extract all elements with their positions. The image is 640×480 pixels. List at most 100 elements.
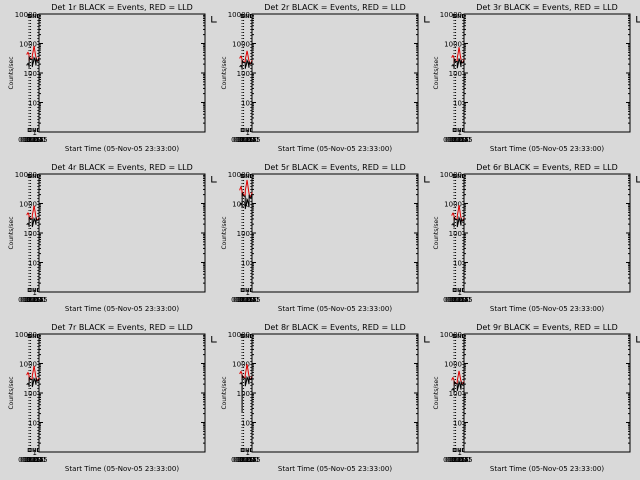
event-series-line (239, 192, 253, 210)
x-tick-label: 23:45 (240, 456, 260, 464)
x-tick-label: 00:30 (235, 456, 255, 464)
y-tick-label: 100 (237, 390, 250, 398)
x-tick-label: 00:15 (237, 296, 257, 304)
x-tick-label: 23:45 (452, 136, 472, 144)
y-tick-label: 10 (453, 420, 462, 428)
plot-frame (38, 333, 206, 453)
chart-title: Det 9r BLACK = Events, RED = LLD (476, 323, 618, 332)
x-tick-label: 00:00 (26, 296, 46, 304)
x-tick-label: 00:45 (233, 136, 253, 144)
y-tick-label: 100 (449, 70, 462, 78)
x-tick-label: 00:45 (233, 296, 253, 304)
y-tick-label: 10000 (15, 331, 37, 339)
event-series-line (451, 215, 465, 228)
y-tick-label: 10000 (228, 331, 250, 339)
x-tick-label: 00:30 (22, 136, 42, 144)
x-tick-label: 01:00 (18, 296, 38, 304)
y-tick-label: 10 (241, 260, 250, 268)
y-tick-label: 100 (24, 70, 37, 78)
event-series-line (451, 57, 465, 69)
x-tick-label: 00:45 (445, 136, 465, 144)
x-tick-label: 00:45 (445, 456, 465, 464)
x-tick-label: 01:00 (443, 296, 463, 304)
x-tick-label: 01:00 (231, 136, 251, 144)
x-axis-label: Start Time (05-Nov-05 23:33:00) (490, 305, 604, 313)
x-axis-label: Start Time (05-Nov-05 23:33:00) (490, 145, 604, 153)
y-tick-label: 10000 (15, 11, 37, 19)
chart-title: Det 5r BLACK = Events, RED = LLD (264, 163, 406, 172)
x-tick-label: 00:15 (449, 456, 469, 464)
x-tick-label: 01:00 (231, 296, 251, 304)
x-tick-label: 23:45 (240, 136, 260, 144)
plot-frame (463, 13, 631, 133)
corner-mark (424, 176, 430, 183)
corner-mark (636, 16, 640, 23)
lld-series-line (239, 50, 253, 65)
chart-panel: Det 4r BLACK = Events, RED = LLD 1 10 100 10… (8, 163, 217, 313)
y-tick-label: 100 (24, 390, 37, 398)
x-tick-label: 23:45 (452, 296, 472, 304)
event-series-line (239, 373, 253, 413)
y-tick-label: 10 (28, 100, 37, 108)
chart-title: Det 1r BLACK = Events, RED = LLD (51, 3, 193, 12)
event-series-line (26, 55, 40, 68)
event-series-line (26, 216, 40, 228)
y-tick-label: 1 (458, 129, 462, 137)
x-tick-label: 01:00 (231, 456, 251, 464)
y-tick-label: 1000 (19, 201, 37, 209)
y-tick-label: 10000 (228, 11, 250, 19)
corner-mark (211, 176, 217, 183)
y-tick-label: 100 (237, 70, 250, 78)
plot-frame (463, 333, 631, 453)
chart-panel: Det 2r BLACK = Events, RED = LLD 1 10 100 10… (221, 3, 430, 153)
chart-title: Det 8r BLACK = Events, RED = LLD (264, 323, 406, 332)
y-tick-label: 10 (28, 260, 37, 268)
x-tick-label: 00:15 (237, 456, 257, 464)
x-tick-label: 00:15 (237, 136, 257, 144)
y-tick-label: 100 (449, 390, 462, 398)
event-series-line (26, 376, 40, 388)
x-tick-label: 00:45 (233, 456, 253, 464)
y-axis-label: Counts/sec (221, 56, 228, 89)
y-tick-label: 1000 (444, 41, 462, 49)
x-tick-label: 01:00 (18, 136, 38, 144)
y-tick-label: 1 (246, 129, 250, 137)
plot-frame (38, 13, 206, 133)
y-tick-label: 10000 (440, 171, 462, 179)
y-tick-label: 1 (246, 449, 250, 457)
x-tick-label: 00:00 (451, 136, 471, 144)
x-tick-label: 00:00 (451, 456, 471, 464)
x-axis-label: Start Time (05-Nov-05 23:33:00) (278, 145, 392, 153)
x-tick-label: 00:30 (447, 296, 467, 304)
x-tick-label: 23:45 (27, 456, 47, 464)
y-tick-label: 10 (241, 100, 250, 108)
chart-title: Det 2r BLACK = Events, RED = LLD (264, 3, 406, 12)
event-series-line (239, 58, 253, 70)
y-tick-label: 1 (33, 449, 37, 457)
x-tick-label: 00:00 (26, 136, 46, 144)
plot-frame (251, 173, 419, 293)
x-tick-label: 00:00 (26, 456, 46, 464)
plot-frame (251, 333, 419, 453)
x-tick-label: 23:45 (240, 296, 260, 304)
y-axis-label: Counts/sec (221, 216, 228, 249)
y-tick-label: 10 (241, 420, 250, 428)
x-tick-label: 00:15 (449, 136, 469, 144)
x-tick-label: 00:00 (239, 456, 259, 464)
y-tick-label: 100 (449, 230, 462, 238)
x-tick-label: 00:15 (24, 456, 44, 464)
x-tick-label: 23:45 (27, 296, 47, 304)
x-tick-label: 00:30 (447, 136, 467, 144)
corner-mark (636, 336, 640, 343)
corner-mark (211, 16, 217, 23)
x-tick-label: 00:00 (239, 296, 259, 304)
plot-frame (38, 173, 206, 293)
x-tick-label: 00:45 (20, 456, 40, 464)
chart-title: Det 6r BLACK = Events, RED = LLD (476, 163, 618, 172)
y-axis-label: Counts/sec (8, 376, 15, 409)
plot-frame (251, 13, 419, 133)
x-tick-label: 00:30 (235, 136, 255, 144)
chart-panel: Det 7r BLACK = Events, RED = LLD 1 10 100 10… (8, 323, 217, 473)
y-tick-label: 1 (33, 289, 37, 297)
y-axis-label: Counts/sec (433, 216, 440, 249)
